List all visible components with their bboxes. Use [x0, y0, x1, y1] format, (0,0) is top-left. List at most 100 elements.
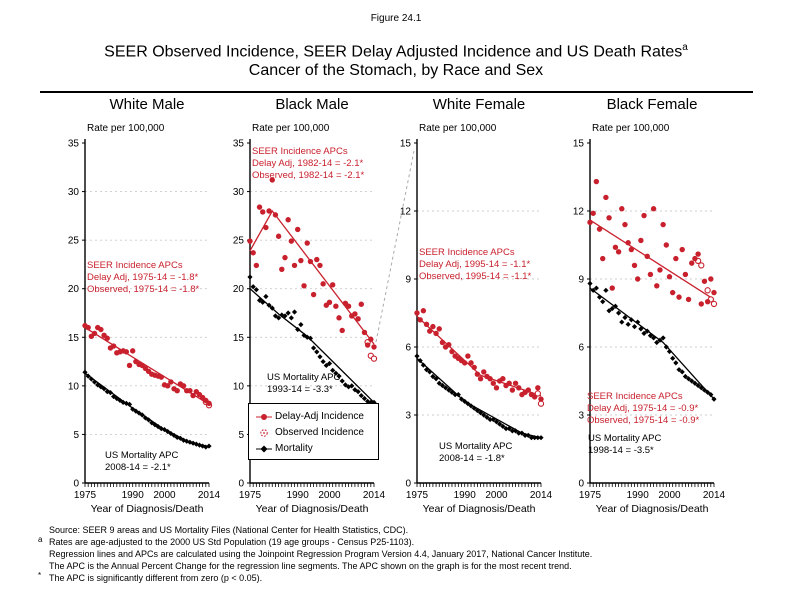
footnotes-block: Source: SEER 9 areas and US Mortality Fi…: [38, 524, 768, 584]
svg-text:2000: 2000: [485, 490, 508, 501]
svg-text:US Mortality APC: US Mortality APC: [105, 450, 179, 461]
svg-text:6: 6: [578, 343, 584, 354]
svg-text:1990: 1990: [627, 490, 650, 501]
mortality-points: [82, 369, 212, 450]
footnote-regression: Regression lines and APCs are calculated…: [38, 548, 768, 560]
mortality-trend-line: [84, 372, 210, 448]
mortality-points: [414, 353, 544, 441]
svg-text:0: 0: [73, 479, 79, 490]
svg-text:3: 3: [405, 411, 411, 422]
chart-black-female: Rate per 100,000 0 3 6 9 12 15 1975 1990 2000 2014…: [550, 118, 754, 531]
svg-text:0: 0: [238, 479, 244, 490]
chart-svg: Rate per 100,000 0 5 10 15 20 25 30 35 1975 1990 20…: [233, 123, 386, 515]
gridlines: [590, 210, 714, 416]
chart-svg: Rate per 100,000 0 3 6 9 12 15 1975 1990 2000 2014…: [400, 123, 553, 515]
figure-label: Figure 24.1: [370, 13, 422, 24]
legend-item-delay-adj: Delay-Adj Incidence: [255, 408, 378, 424]
mortality-points: [587, 280, 717, 402]
svg-text:Observed, 1975-14 = -1.8*: Observed, 1975-14 = -1.8*: [87, 284, 200, 295]
legend-label: Mortality: [275, 442, 313, 454]
svg-text:15: 15: [233, 333, 245, 344]
y-axis-ticks: 0 5 10 15 20 25 30 35: [233, 139, 250, 490]
observed-incidence-marker-icon: [255, 426, 275, 438]
footnote-apc: The APC is the Annual Percent Change for…: [38, 560, 768, 572]
panel-title: White Female: [432, 96, 526, 113]
svg-text:10: 10: [68, 381, 80, 392]
chart-svg: Rate per 100,000 0 5 10 15 20 25 30 35 1975 1990 20…: [68, 123, 221, 515]
svg-text:2008-14 = -1.8*: 2008-14 = -1.8*: [439, 453, 505, 464]
svg-text:1975: 1975: [579, 490, 602, 501]
svg-text:30: 30: [68, 187, 80, 198]
panel-title: Black Male: [275, 96, 349, 113]
figure-title-line1: SEER Observed Incidence, SEER Delay Adju…: [0, 42, 792, 61]
svg-text:2014: 2014: [363, 490, 386, 501]
footnote-marker: [38, 522, 49, 534]
svg-text:6: 6: [405, 343, 411, 354]
legend-item-mortality: Mortality: [255, 440, 378, 456]
svg-text:Observed, 1975-14 = -0.9*: Observed, 1975-14 = -0.9*: [587, 415, 700, 426]
footnote-marker: [38, 558, 49, 570]
svg-text:12: 12: [573, 207, 585, 218]
y-axis-ticks: 0 5 10 15 20 25 30 35: [68, 139, 85, 490]
svg-text:10: 10: [233, 381, 245, 392]
svg-text:Delay Adj, 1995-14 = -1.1*: Delay Adj, 1995-14 = -1.1*: [419, 259, 530, 270]
rate-axis-title: Rate per 100,000: [419, 123, 497, 134]
svg-text:2008-14 = -2.1*: 2008-14 = -2.1*: [105, 462, 171, 473]
footnote-marker: [38, 546, 49, 558]
svg-text:Delay Adj, 1975-14 = -0.9*: Delay Adj, 1975-14 = -0.9*: [587, 403, 698, 414]
x-axis-title: Year of Diagnosis/Death: [256, 503, 369, 515]
svg-text:SEER Incidence APCs: SEER Incidence APCs: [87, 260, 183, 271]
axes: [84, 139, 209, 484]
rate-axis-title: Rate per 100,000: [87, 123, 165, 134]
svg-text:1975: 1975: [406, 490, 429, 501]
svg-text:0: 0: [405, 479, 411, 490]
svg-text:1975: 1975: [239, 490, 262, 501]
legend-box: Delay-Adj Incidence Observed Incidence M…: [248, 403, 379, 460]
svg-text:1993-14 = -3.3*: 1993-14 = -3.3*: [267, 384, 333, 395]
title-footnote-superscript: a: [682, 42, 688, 53]
footnote-text: Rates are age-adjusted to the 2000 US St…: [49, 537, 415, 547]
svg-text:15: 15: [68, 333, 80, 344]
rate-axis-title: Rate per 100,000: [252, 123, 330, 134]
panel-title: White Male: [109, 96, 185, 113]
legend-item-observed: Observed Incidence: [255, 424, 378, 440]
chart-white-female: Rate per 100,000 0 3 6 9 12 15 1975 1990 2000 2014…: [377, 118, 581, 531]
footnote-marker: *: [38, 571, 42, 580]
svg-text:2014: 2014: [530, 490, 553, 501]
x-axis-title: Year of Diagnosis/Death: [596, 503, 709, 515]
incidence-trend-line: [416, 315, 542, 397]
gridlines: [85, 191, 209, 435]
svg-text:1990: 1990: [287, 490, 310, 501]
svg-text:3: 3: [578, 411, 584, 422]
svg-text:SEER Incidence APCs: SEER Incidence APCs: [252, 146, 348, 157]
svg-text:25: 25: [68, 236, 80, 247]
svg-text:15: 15: [573, 139, 585, 150]
svg-text:US Mortality APC: US Mortality APC: [439, 441, 513, 452]
header-divider: [40, 91, 753, 93]
svg-text:20: 20: [233, 284, 245, 295]
chart-svg: Rate per 100,000 0 3 6 9 12 15 1975 1990 2000 2014…: [573, 123, 726, 515]
x-axis-ticks: 1975 1990 2000 2014: [406, 483, 553, 501]
svg-text:2000: 2000: [318, 490, 341, 501]
panel-white-male: White Male Rate per 100,000 0 5 10 15 20 25 30 3…: [45, 96, 249, 526]
svg-text:15: 15: [400, 139, 412, 150]
svg-text:2014: 2014: [198, 490, 221, 501]
footnote-marker: a: [38, 535, 43, 544]
incidence-trend-line: [249, 209, 375, 345]
svg-text:2000: 2000: [658, 490, 681, 501]
delay-adj-incidence-points: [82, 322, 212, 407]
svg-text:9: 9: [578, 275, 584, 286]
x-axis-title: Year of Diagnosis/Death: [91, 503, 204, 515]
footnote-text: Regression lines and APCs are calculated…: [49, 549, 593, 559]
svg-text:5: 5: [238, 430, 244, 441]
gridlines: [417, 210, 541, 416]
svg-text:12: 12: [400, 207, 412, 218]
rate-axis-title: Rate per 100,000: [592, 123, 670, 134]
axes: [589, 139, 714, 484]
footnote-text: The APC is significantly different from …: [49, 573, 263, 583]
svg-text:9: 9: [405, 275, 411, 286]
panel-black-female: Black Female Rate per 100,000 0 3 6 9 12 15 197…: [550, 96, 754, 526]
